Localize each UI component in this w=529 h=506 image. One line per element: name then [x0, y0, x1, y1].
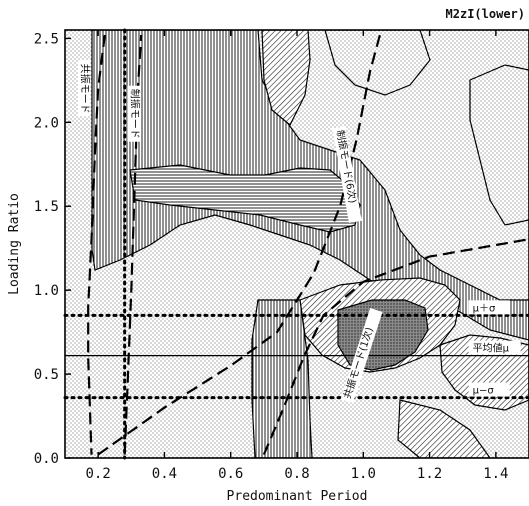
x-tick-label-2: 0.6 [218, 466, 243, 482]
x-axis-ticks: 0.2 0.4 0.6 0.8 1.0 1.2 1.4 [85, 30, 509, 482]
y-tick-label-0: 0.0 [34, 451, 59, 467]
y-tick-label-5: 2.5 [34, 31, 59, 47]
x-tick-label-5: 1.2 [417, 466, 442, 482]
contour-region-top-stipple [324, 30, 431, 96]
reference-lines [63, 28, 529, 460]
x-tick-label-4: 1.0 [351, 466, 376, 482]
contour-region-top-diagonal-hatch [261, 30, 311, 126]
reference-label-bg-2 [468, 382, 510, 397]
mode-label-1: 制振モード [128, 89, 141, 139]
x-tick-label-6: 1.4 [483, 466, 508, 482]
mode-label-group-1: 制振モード [127, 85, 141, 142]
reference-label-bg-0 [468, 300, 510, 315]
x-tick-label-3: 0.8 [284, 466, 309, 482]
reference-label-bg-1 [468, 340, 521, 355]
reference-label-0: μ＋σ [473, 303, 496, 314]
reference-label-2: μ−σ [473, 386, 495, 397]
mode-label-bg-2 [332, 126, 362, 223]
y-tick-label-3: 1.5 [34, 199, 59, 215]
contour-region-right-stipple [469, 64, 529, 226]
y-axis-label: Loading Ratio [7, 193, 22, 295]
reference-label-1: 平均値μ [473, 342, 510, 355]
y-tick-label-2: 1.0 [34, 283, 59, 299]
chart-title: M2zI(lower) [446, 7, 525, 21]
x-tick-label-0: 0.2 [85, 466, 110, 482]
mode-label-0: 共振モード [79, 64, 92, 114]
y-axis-ticks: 0.0 0.5 1.0 1.5 2.0 2.5 [34, 31, 71, 467]
x-tick-label-1: 0.4 [152, 466, 177, 482]
contour-region-bottom-right-diagonal-hatch [397, 399, 491, 458]
mode-curve-2 [97, 34, 381, 456]
x-axis-label: Predominant Period [227, 489, 368, 504]
y-tick-label-4: 2.0 [34, 115, 59, 131]
plot-area [65, 30, 529, 458]
mode-curve-0 [87, 34, 106, 455]
mode-label-group-0: 共振モード [77, 60, 92, 117]
mode-label-bg-3 [340, 308, 383, 404]
mode-label-bg-1 [127, 85, 141, 142]
mode-label-bg-0 [77, 60, 91, 117]
y-tick-label-1: 0.5 [34, 367, 59, 383]
